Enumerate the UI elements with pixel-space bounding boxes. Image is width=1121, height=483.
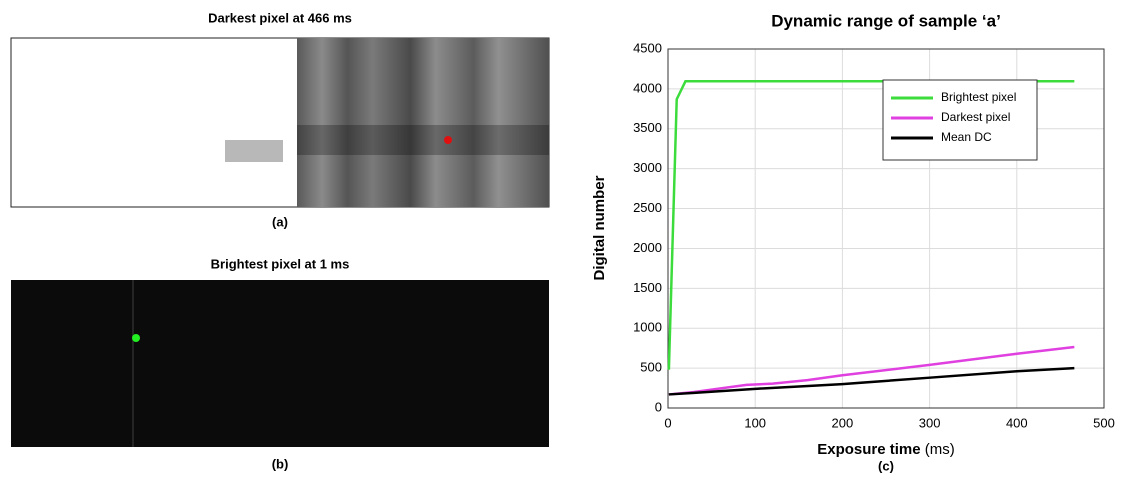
x-axis-unit: (ms) xyxy=(925,441,955,458)
panel-label: (b) xyxy=(272,456,289,471)
image-b-line xyxy=(132,280,134,447)
series-line xyxy=(667,80,1075,370)
panel-title: Brightest pixel at 1 ms xyxy=(211,256,350,271)
darkest-pixel-marker xyxy=(444,136,452,144)
y-tick-label: 4000 xyxy=(633,80,662,95)
x-tick-label: 400 xyxy=(1006,415,1028,430)
panel-label: (a) xyxy=(272,214,288,229)
legend-box xyxy=(882,79,1038,161)
x-tick-label: 300 xyxy=(919,415,941,430)
legend-label: Brightest pixel xyxy=(941,90,1016,104)
x-axis-label: Exposure time (ms) xyxy=(817,441,955,458)
legend-label: Darkest pixel xyxy=(941,110,1010,124)
legend-label: Mean DC xyxy=(941,130,992,144)
series-line xyxy=(668,345,1075,396)
plot-frame xyxy=(667,48,1105,409)
x-axis-title: Exposure time xyxy=(817,441,920,458)
image-a-smudge xyxy=(225,140,283,162)
x-tick-label: 100 xyxy=(744,415,766,430)
panel-title: Darkest pixel at 466 ms xyxy=(208,10,352,25)
image-b xyxy=(11,280,549,447)
x-tick-label: 500 xyxy=(1093,415,1115,430)
x-tick-label: 0 xyxy=(664,415,671,430)
y-tick-label: 1000 xyxy=(633,320,662,335)
image-a-band xyxy=(297,125,549,155)
series-line xyxy=(668,366,1075,396)
y-tick-label: 3000 xyxy=(633,160,662,175)
y-tick-label: 0 xyxy=(655,399,662,414)
y-tick-label: 3500 xyxy=(633,120,662,135)
x-tick-label: 200 xyxy=(832,415,854,430)
chart-title: Dynamic range of sample ‘a’ xyxy=(771,11,1001,30)
panel-label: (c) xyxy=(878,458,894,473)
y-axis-label: Digital number xyxy=(591,175,608,280)
y-tick-label: 500 xyxy=(640,360,662,375)
brightest-pixel-marker xyxy=(132,334,140,342)
y-tick-label: 4500 xyxy=(633,40,662,55)
y-tick-label: 2500 xyxy=(633,200,662,215)
y-tick-label: 2000 xyxy=(633,240,662,255)
image-a-dark xyxy=(297,38,549,207)
y-tick-label: 1500 xyxy=(633,280,662,295)
